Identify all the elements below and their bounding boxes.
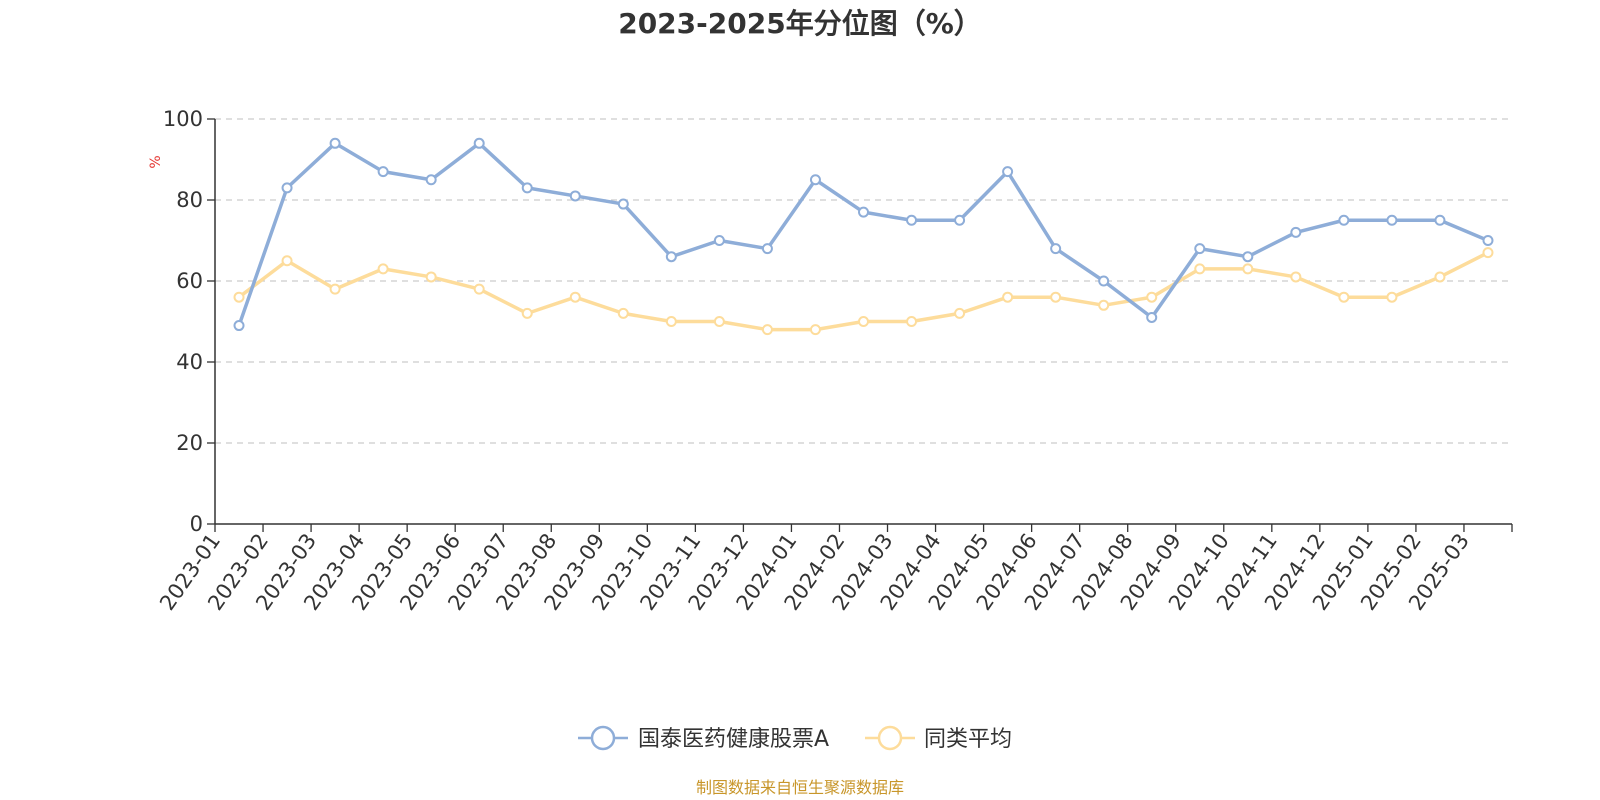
data-point[interactable] xyxy=(1098,299,1110,311)
legend-label: 同类平均 xyxy=(924,727,1012,752)
y-tick-label: 100 xyxy=(163,107,203,131)
data-point[interactable] xyxy=(665,251,677,263)
data-point[interactable] xyxy=(1482,247,1494,259)
series-1 xyxy=(233,247,1494,336)
y-tick-label: 60 xyxy=(176,269,203,293)
data-point[interactable] xyxy=(1434,214,1446,226)
data-point[interactable] xyxy=(1338,214,1350,226)
legend: 国泰医药健康股票A 同类平均 xyxy=(578,725,1012,752)
data-point[interactable] xyxy=(473,137,485,149)
source-note: 制图数据来自恒生聚源数据库 xyxy=(696,778,904,797)
data-point[interactable] xyxy=(1434,271,1446,283)
data-point[interactable] xyxy=(954,307,966,319)
y-tick-labels: 0 20 40 60 80 100 xyxy=(163,107,203,536)
data-point[interactable] xyxy=(665,316,677,327)
chart-title: 2023-2025年分位图（%） xyxy=(618,7,982,40)
data-point[interactable] xyxy=(761,324,773,336)
series-lines xyxy=(233,137,1494,336)
data-point[interactable] xyxy=(281,255,293,267)
data-point[interactable] xyxy=(858,316,869,327)
data-point[interactable] xyxy=(1002,291,1014,303)
data-point[interactable] xyxy=(1098,275,1110,287)
y-tick-label: 20 xyxy=(176,431,203,455)
data-point[interactable] xyxy=(1194,243,1206,255)
data-point[interactable] xyxy=(1290,271,1302,283)
data-point[interactable] xyxy=(1242,263,1254,275)
data-point[interactable] xyxy=(233,291,245,303)
x-tick-labels: 2023-012023-022023-032023-042023-052023-… xyxy=(155,529,1474,615)
data-point[interactable] xyxy=(617,198,629,210)
data-point[interactable] xyxy=(1002,166,1014,178)
data-point[interactable] xyxy=(329,283,341,295)
data-point[interactable] xyxy=(1338,291,1350,303)
data-point[interactable] xyxy=(329,137,341,149)
data-point[interactable] xyxy=(809,174,821,186)
data-point[interactable] xyxy=(809,324,821,336)
data-point[interactable] xyxy=(425,271,437,283)
data-point[interactable] xyxy=(1290,226,1302,238)
data-point[interactable] xyxy=(906,214,918,226)
data-point[interactable] xyxy=(1050,291,1062,303)
y-axis-label: % xyxy=(148,155,164,168)
data-point[interactable] xyxy=(1050,243,1062,255)
data-point[interactable] xyxy=(233,320,245,332)
data-point[interactable] xyxy=(713,316,725,327)
data-point[interactable] xyxy=(569,291,581,303)
legend-item-0[interactable]: 国泰医药健康股票A xyxy=(578,725,829,752)
data-point[interactable] xyxy=(425,174,437,186)
legend-marker-icon xyxy=(877,725,903,751)
data-point[interactable] xyxy=(377,263,389,275)
data-point[interactable] xyxy=(858,206,869,218)
data-point[interactable] xyxy=(761,243,773,255)
data-point[interactable] xyxy=(1146,291,1158,303)
legend-label: 国泰医药健康股票A xyxy=(638,727,829,752)
data-point[interactable] xyxy=(713,235,725,246)
y-tick-label: 40 xyxy=(176,350,203,374)
data-point[interactable] xyxy=(521,182,533,194)
legend-marker-icon xyxy=(590,725,616,751)
data-point[interactable] xyxy=(281,182,293,194)
y-tick-label: 80 xyxy=(176,188,203,212)
data-point[interactable] xyxy=(906,316,918,327)
axes xyxy=(207,118,1513,532)
grid-lines xyxy=(215,118,1512,444)
legend-item-1[interactable]: 同类平均 xyxy=(865,725,1012,752)
data-point[interactable] xyxy=(1194,263,1206,275)
data-point[interactable] xyxy=(1386,214,1398,226)
data-point[interactable] xyxy=(521,307,533,319)
data-point[interactable] xyxy=(1482,235,1494,246)
series-0 xyxy=(233,137,1494,332)
data-point[interactable] xyxy=(954,214,966,226)
data-point[interactable] xyxy=(473,283,485,295)
data-point[interactable] xyxy=(1242,251,1254,263)
data-point[interactable] xyxy=(377,166,389,178)
data-point[interactable] xyxy=(617,307,629,319)
data-point[interactable] xyxy=(569,190,581,202)
data-point[interactable] xyxy=(1386,291,1398,303)
data-point[interactable] xyxy=(1146,311,1158,323)
y-tick-label: 0 xyxy=(190,512,203,536)
